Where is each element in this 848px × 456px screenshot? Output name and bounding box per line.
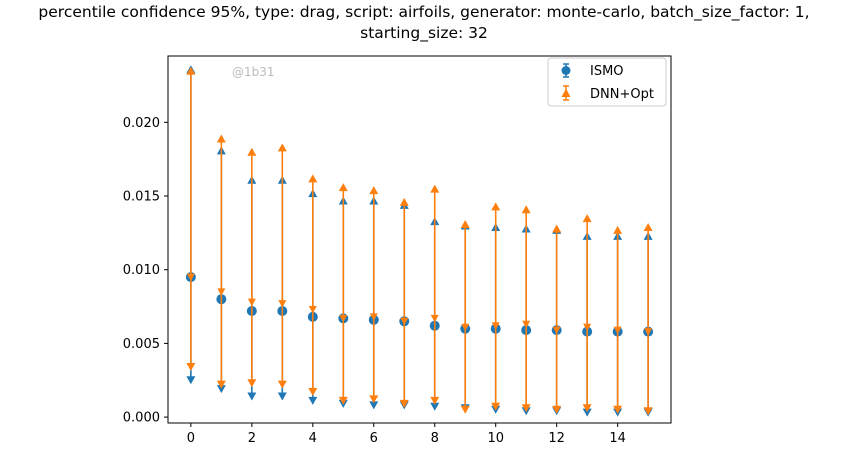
- series-layer: [185, 65, 654, 417]
- upper-cap-dnn-opt-14: [613, 225, 623, 234]
- lower-cap-dnn-opt-11: [521, 404, 531, 413]
- y-tick-label-3: 0.015: [123, 190, 160, 205]
- upper-cap-dnn-opt-0: [186, 66, 196, 75]
- point-dnn-opt-11: [522, 320, 531, 329]
- upper-cap-dnn-opt-12: [552, 224, 562, 233]
- point-dnn-opt-10: [491, 322, 500, 330]
- upper-cap-dnn-opt-11: [521, 205, 531, 214]
- legend-label-ismo: ISMO: [590, 64, 624, 79]
- upper-cap-dnn-opt-13: [582, 214, 592, 223]
- upper-cap-dnn-opt-10: [491, 202, 501, 211]
- lower-cap-dnn-opt-0: [186, 362, 196, 371]
- chart-title: percentile confidence 95%, type: drag, s…: [0, 2, 848, 44]
- lower-cap-ismo-4: [308, 396, 318, 405]
- legend-box: [547, 57, 667, 107]
- upper-cap-dnn-opt-7: [399, 197, 409, 206]
- upper-cap-dnn-opt-4: [308, 174, 318, 183]
- y-tick-label-2: 0.010: [123, 263, 160, 278]
- legend-entry-ismo: ISMO: [561, 63, 624, 79]
- upper-cap-dnn-opt-9: [460, 220, 470, 229]
- lower-cap-ismo-3: [277, 392, 287, 401]
- lower-cap-ismo-13: [582, 408, 592, 417]
- upper-cap-dnn-opt-15: [643, 222, 653, 231]
- watermark-text: @1b31: [232, 65, 275, 79]
- x-tick-label-14: 14: [609, 431, 626, 446]
- lower-cap-ismo-1: [216, 385, 226, 394]
- axes: 0 2 4 6 8 10 12 14 0.000 0.005 0.010 0.015 0.020: [123, 55, 672, 446]
- legend-marker-ismo: [561, 66, 571, 75]
- lower-cap-ismo-8: [430, 402, 440, 411]
- lower-cap-dnn-opt-4: [308, 388, 318, 397]
- legend-entry-dnn-opt: DNN+Opt: [561, 85, 654, 102]
- upper-cap-dnn-opt-3: [277, 143, 287, 152]
- point-dnn-opt-12: [552, 326, 561, 335]
- upper-cap-dnn-opt-2: [247, 147, 257, 156]
- legend-label-dnn-opt: DNN+Opt: [590, 87, 654, 102]
- y-tick-label-1: 0.005: [123, 337, 160, 352]
- lower-cap-dnn-opt-7: [399, 399, 409, 408]
- lower-cap-dnn-opt-13: [582, 404, 592, 413]
- lower-cap-ismo-2: [247, 392, 257, 401]
- point-dnn-opt-14: [613, 326, 622, 335]
- series-dnn-opt: [186, 66, 653, 416]
- x-tick-label-12: 12: [548, 431, 565, 446]
- point-dnn-opt-13: [583, 323, 592, 332]
- upper-cap-dnn-opt-8: [430, 184, 440, 193]
- y-tick-label-4: 0.020: [123, 116, 160, 131]
- lower-cap-dnn-opt-6: [369, 395, 379, 404]
- point-dnn-opt-15: [644, 328, 653, 336]
- lower-cap-dnn-opt-12: [552, 405, 562, 414]
- plot-frame: [167, 55, 672, 424]
- point-dnn-opt-3: [278, 300, 287, 308]
- x-tick-label-8: 8: [431, 431, 439, 446]
- lower-cap-dnn-opt-3: [277, 380, 287, 389]
- lower-cap-ismo-6: [369, 401, 379, 410]
- upper-cap-dnn-opt-1: [216, 134, 226, 143]
- lower-cap-dnn-opt-9: [460, 405, 470, 414]
- point-dnn-opt-6: [369, 313, 378, 321]
- point-dnn-opt-2: [247, 298, 256, 307]
- legend: ISMO DNN+Opt: [547, 57, 667, 107]
- lower-cap-dnn-opt-14: [613, 405, 623, 414]
- point-dnn-opt-5: [339, 314, 348, 323]
- chart-title-line-2: starting_size: 32: [360, 24, 488, 42]
- x-tick-label-10: 10: [487, 431, 504, 446]
- series-ismo: [185, 65, 654, 417]
- point-dnn-opt-8: [430, 314, 439, 323]
- point-dnn-opt-7: [400, 317, 409, 326]
- point-dnn-opt-1: [217, 288, 226, 296]
- lower-cap-ismo-0: [186, 376, 196, 385]
- lower-cap-dnn-opt-5: [338, 396, 348, 405]
- legend-marker-dnn-opt: [561, 88, 571, 97]
- lower-cap-dnn-opt-15: [643, 407, 653, 416]
- point-dnn-opt-0: [186, 273, 195, 282]
- lower-cap-dnn-opt-10: [491, 402, 501, 411]
- y-tick-label-0: 0.000: [123, 411, 160, 426]
- lower-cap-dnn-opt-8: [430, 396, 440, 405]
- upper-cap-dnn-opt-6: [369, 186, 379, 195]
- x-tick-label-6: 6: [370, 431, 378, 446]
- chart-title-line-1: percentile confidence 95%, type: drag, s…: [38, 3, 810, 21]
- point-dnn-opt-4: [308, 306, 317, 314]
- upper-cap-dnn-opt-5: [338, 183, 348, 192]
- lower-cap-dnn-opt-1: [216, 380, 226, 389]
- x-tick-label-2: 2: [248, 431, 256, 446]
- x-tick-label-0: 0: [187, 431, 195, 446]
- lower-cap-dnn-opt-2: [247, 379, 257, 388]
- point-dnn-opt-9: [461, 323, 470, 332]
- x-tick-label-4: 4: [309, 431, 317, 446]
